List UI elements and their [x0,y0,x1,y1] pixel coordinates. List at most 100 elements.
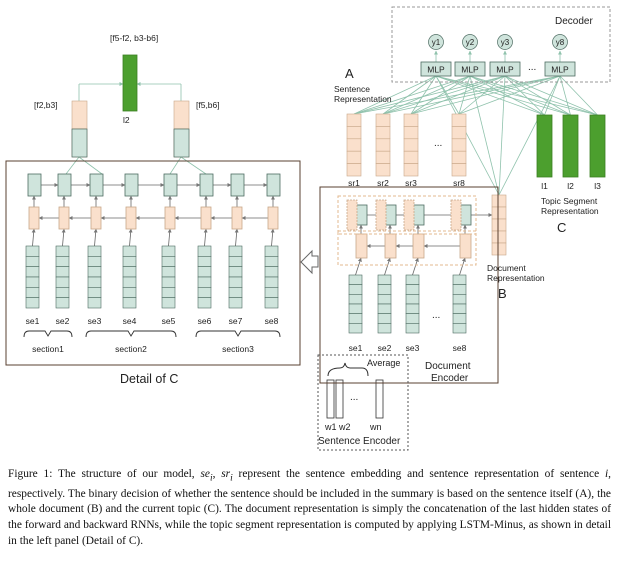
detail-backward-state [267,206,279,230]
left-boundary-forward [71,128,88,158]
sentence-rep-sr1-cell [346,150,362,164]
sentence-embedding-se1-cell [348,323,363,334]
forward-hidden-cell [375,199,387,231]
sentence-rep-sr2 [375,113,391,177]
detail-sentence-embedding-se1-cell [25,287,40,298]
sentence-embedding-se2-cell [377,323,392,334]
sentence-embedding-se1-cell [348,284,363,295]
document-to-mlp-line [435,75,500,196]
sentence-rep-sr1-cell [346,113,362,127]
sentence-embedding-se1 [348,274,363,334]
output-label-y8: y8 [556,38,565,47]
sentence-rep-sr1-cell [346,126,362,140]
embedding-to-hidden-arrow [355,257,362,276]
panel-a-letter: A [345,66,354,81]
detail-backward-state [90,206,102,230]
detail-sentence-embedding-se5-cell [161,297,176,309]
detail-sentence-label-se3: se3 [88,316,102,326]
topic-segment-label-l1: l1 [541,181,548,191]
decoder-ellipsis: ... [528,62,536,73]
detail-box [5,160,301,366]
sentence-rep-sr3-cell [403,138,419,152]
sentence-rep-sr8-cell [451,113,467,127]
word-label-w1-w2: w1 w2 [324,422,351,432]
topic-segment-l3 [589,114,606,178]
sentence-embedding-label-se2: se2 [378,343,392,353]
embedding-to-hidden-arrow [384,257,391,276]
backward-hidden-state [459,233,472,259]
detail-sentence-label-se6: se6 [198,316,212,326]
detail-sentence-embedding-se7-cell [228,287,243,298]
sentence-embedding-se3-cell [405,323,420,334]
sentence-embedding-se8-cell [452,284,467,295]
sentence-embedding-label-se8: se8 [453,343,467,353]
document-representation-cell [491,194,507,208]
model-diagram: Decoder ... A Sentence Representation ..… [5,6,611,451]
sentence-rep-to-mlp-line [458,75,471,115]
detail-forward-state [230,173,245,197]
detail-sentence-embedding-se6-cell [197,297,212,309]
word-label-wn: wn [369,422,382,432]
sentence-rep-to-mlp-line [353,75,506,115]
detail-sentence-embedding-se3-cell [87,276,102,288]
sentence-embedding-se3-cell [405,274,420,285]
sentence-rep-ellipsis: ... [434,138,442,149]
mlp-label: MLP [427,65,445,75]
backward-hidden-state [412,233,425,259]
topic-segment-label-l3: l3 [594,181,601,191]
detail-sentence-embedding-se8-cell [264,245,279,257]
mlp-box [489,61,521,77]
sentence-embedding-label-se3: se3 [406,343,420,353]
panel-b-letter: B [498,286,507,301]
detail-sentence-embedding-se3-cell [87,297,102,309]
detail-embedding-to-hidden-arrow [270,228,275,247]
mlp-box [420,61,452,77]
detail-sentence-embedding-se1 [25,245,40,309]
output-node-y3 [497,34,513,50]
section-brace-section3 [195,330,281,338]
detail-sentence-embedding-se3 [87,245,102,309]
panel-c-letter: C [557,220,566,235]
detail-sentence-embedding-se3-cell [87,287,102,298]
detail-forward-state [89,173,104,197]
detail-sentence-embedding-se3-cell [87,245,102,257]
sentence-rep-sr8-cell [451,138,467,152]
topic-segment-l2 [562,114,579,178]
detail-sentence-embedding-se6-cell [197,256,212,267]
detail-backward-state [200,206,212,230]
document-encoder-dashed-top [337,195,477,235]
sentence-rep-label-sr3: sr3 [405,178,417,188]
sentence-embedding-se1-cell [348,274,363,285]
sentence-representation-label-2: Representation [334,94,392,104]
topic-segment-l1 [536,114,553,178]
document-representation-cell [491,206,507,220]
detail-sentence-embedding-se4-cell [122,266,137,278]
mlp-box [544,61,576,77]
detail-forward-state [199,173,214,197]
detail-sentence-embedding-se5-cell [161,266,176,278]
detail-sentence-embedding-se8 [264,245,279,309]
detail-sentence-embedding-se1-cell [25,256,40,267]
detail-embedding-to-hidden-arrow [203,228,208,247]
sentence-rep-sr3-cell [403,126,419,140]
forward-hidden-cell [346,199,358,231]
section-label-section1: section1 [32,344,64,354]
detail-se6-to-right-line [180,156,207,175]
detail-sentence-embedding-se4-cell [122,245,137,257]
word-embedding-column [335,379,344,419]
sentence-rep-sr2-cell [375,163,391,177]
output-label-y3: y3 [501,38,510,47]
detail-sentence-embedding-se1-cell [25,276,40,288]
sentence-rep-sr1-cell [346,163,362,177]
detail-sentence-embedding-se2-cell [55,276,70,288]
detail-sentence-embedding-se6-cell [197,276,212,288]
forward-hidden-cell [403,199,415,231]
sentence-rep-sr3-cell [403,163,419,177]
detail-se5-to-right-line [169,156,182,175]
document-encoder-ellipsis: ... [432,310,440,321]
detail-sentence-embedding-se8-cell [264,276,279,288]
output-label-y2: y2 [466,38,475,47]
detail-sentence-embedding-se4 [122,245,137,309]
topic-to-mlp-line [435,75,571,116]
sentence-embedding-se3-cell [405,284,420,295]
